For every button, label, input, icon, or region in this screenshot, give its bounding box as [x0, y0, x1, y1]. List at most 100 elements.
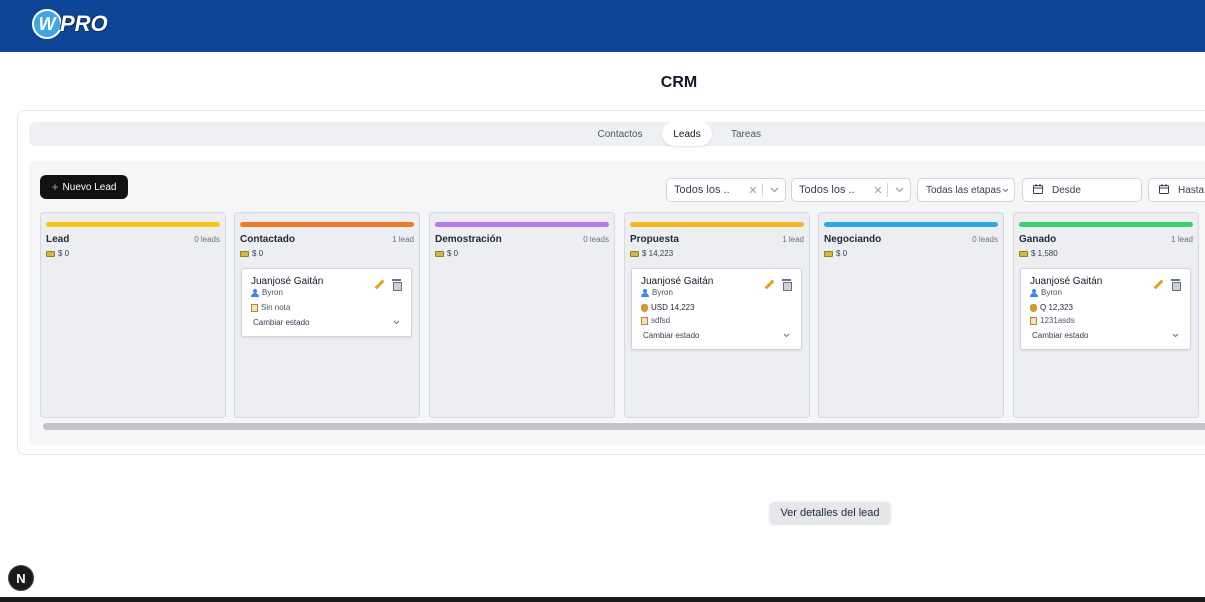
lead-note-text: sdfsd: [651, 316, 671, 325]
new-lead-button[interactable]: + Nuevo Lead: [40, 175, 128, 199]
new-lead-label: Nuevo Lead: [62, 181, 117, 193]
plus-icon: +: [51, 180, 59, 194]
chevron-down-icon[interactable]: [763, 187, 785, 193]
user-icon: [251, 288, 259, 297]
column-total: $ 0: [46, 249, 69, 258]
column-total-value: $ 14,223: [642, 249, 674, 258]
column-count: 1 lead: [392, 235, 414, 244]
change-state-select[interactable]: Cambiar estado: [251, 316, 402, 329]
change-state-select[interactable]: Cambiar estado: [1030, 329, 1181, 342]
lead-name: Juanjosé Gaitán: [1030, 276, 1103, 287]
stage-filter-value: Todas las etapas: [926, 184, 1002, 196]
tab-tareas[interactable]: Tareas: [730, 128, 761, 140]
column-total-value: $ 1,580: [1031, 249, 1058, 258]
filter-select-1[interactable]: Todos los .. ✕: [666, 178, 786, 202]
edit-icon[interactable]: [1153, 279, 1164, 290]
calendar-icon: [1159, 183, 1169, 197]
note-icon: [1030, 316, 1037, 325]
money-bag-icon: [1030, 303, 1037, 312]
filter-select-2-value: Todos los ..: [799, 184, 855, 196]
money-icon: [824, 250, 833, 257]
bottom-edge-bar: [0, 597, 1205, 602]
select-separator: [762, 183, 763, 197]
filter-select-2[interactable]: Todos los .. ✕: [791, 178, 911, 202]
money-icon: [630, 250, 639, 257]
change-state-label: Cambiar estado: [253, 318, 310, 327]
clear-icon[interactable]: ✕: [873, 184, 883, 197]
money-icon: [46, 250, 55, 257]
date-to-placeholder: Hasta: [1178, 184, 1205, 196]
column-count: 1 lead: [782, 235, 804, 244]
column-title: Demostración: [435, 234, 502, 245]
column-count: 1 lead: [1171, 235, 1193, 244]
chevron-down-icon: [1172, 331, 1179, 340]
pipeline-column-lead: Lead 0 leads $ 0: [40, 212, 226, 418]
column-color-bar: [824, 222, 998, 227]
lead-note: sdfsd: [641, 316, 670, 325]
chevron-down-icon: [783, 331, 790, 340]
lead-amount-value: USD 14,223: [651, 303, 695, 312]
edit-icon[interactable]: [764, 279, 775, 290]
page-title: CRM: [660, 74, 698, 91]
pipeline-column-contactado: Contactado 1 lead $ 0 Juanjosé Gaitán By…: [234, 212, 420, 418]
note-icon: [251, 303, 258, 312]
user-icon: [641, 288, 649, 297]
calendar-icon: [1033, 183, 1043, 197]
tab-bar: Contactos Leads Tareas: [29, 122, 1205, 146]
lead-amount: USD 14,223: [641, 303, 695, 312]
money-icon: [1019, 250, 1028, 257]
money-icon: [435, 250, 444, 257]
top-navbar: W PRO: [0, 0, 1205, 52]
column-total: $ 0: [824, 249, 847, 258]
lead-card[interactable]: Juanjosé Gaitán Byron USD 14,223 sdfsd C…: [631, 268, 802, 350]
column-count: 0 leads: [194, 235, 220, 244]
chevron-down-icon: [393, 318, 400, 327]
pipeline-column-ganado: Ganado 1 lead $ 1,580 Juanjosé Gaitán By…: [1013, 212, 1199, 418]
horizontal-scrollbar[interactable]: [43, 423, 1205, 430]
lead-note: 1231asds: [1030, 316, 1075, 325]
column-color-bar: [46, 222, 220, 227]
pipeline-column-negociando: Negociando 0 leads $ 0: [818, 212, 1004, 418]
lead-amount-value: Q 12,323: [1040, 303, 1073, 312]
column-title: Contactado: [240, 234, 295, 245]
note-icon: [641, 316, 648, 325]
user-icon: [1030, 288, 1038, 297]
change-state-select[interactable]: Cambiar estado: [641, 329, 792, 342]
pipeline-column-propuesta: Propuesta 1 lead $ 14,223 Juanjosé Gaitá…: [624, 212, 810, 418]
column-title: Propuesta: [630, 234, 679, 245]
lead-note: Sin nota: [251, 303, 290, 312]
trash-icon[interactable]: [392, 279, 402, 291]
column-total: $ 14,223: [630, 249, 673, 258]
date-to-input[interactable]: Hasta: [1148, 178, 1205, 202]
column-total: $ 0: [240, 249, 263, 258]
lead-card[interactable]: Juanjosé Gaitán Byron Sin nota Cambiar e…: [241, 268, 412, 337]
trash-icon[interactable]: [1171, 279, 1181, 291]
lead-owner: Byron: [251, 288, 283, 297]
lead-owner-name: Byron: [262, 288, 283, 297]
column-total-value: $ 0: [836, 249, 848, 258]
change-state-label: Cambiar estado: [1032, 331, 1089, 340]
tab-leads[interactable]: Leads: [662, 122, 712, 146]
tab-contactos[interactable]: Contactos: [597, 128, 643, 140]
column-title: Negociando: [824, 234, 882, 245]
change-state-label: Cambiar estado: [643, 331, 700, 340]
column-color-bar: [630, 222, 804, 227]
stage-filter-select[interactable]: Todas las etapas: [917, 178, 1015, 202]
trash-icon[interactable]: [782, 279, 792, 291]
edit-icon[interactable]: [374, 279, 385, 290]
column-total-value: $ 0: [447, 249, 459, 258]
chevron-down-icon[interactable]: [888, 187, 910, 193]
lead-card[interactable]: Juanjosé Gaitán Byron Q 12,323 1231asds …: [1020, 268, 1191, 350]
lead-name: Juanjosé Gaitán: [251, 276, 324, 287]
column-total: $ 0: [435, 249, 458, 258]
filter-select-1-value: Todos los ..: [674, 184, 730, 196]
date-from-input[interactable]: Desde: [1022, 178, 1142, 202]
clear-icon[interactable]: ✕: [748, 184, 758, 197]
pipeline-column-demostracion: Demostración 0 leads $ 0: [429, 212, 615, 418]
dev-tools-badge[interactable]: N: [8, 565, 34, 591]
lead-owner: Byron: [1030, 288, 1062, 297]
chevron-down-icon: [1002, 185, 1009, 196]
app-logo[interactable]: W PRO: [32, 8, 108, 40]
logo-badge-icon: W: [32, 9, 62, 39]
money-bag-icon: [641, 303, 648, 312]
